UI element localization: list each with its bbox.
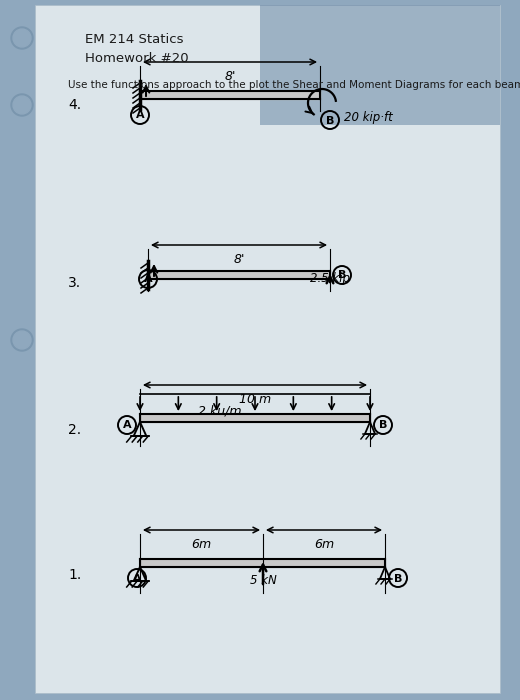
FancyBboxPatch shape	[35, 5, 500, 693]
Circle shape	[13, 29, 31, 47]
Text: 6m: 6m	[314, 538, 334, 551]
Circle shape	[11, 27, 33, 49]
Text: A: A	[144, 274, 152, 284]
Text: B: B	[379, 421, 387, 430]
Text: 8': 8'	[233, 253, 245, 266]
Circle shape	[11, 329, 33, 351]
Text: B: B	[326, 116, 334, 125]
Text: 10 m: 10 m	[239, 393, 271, 406]
Text: A: A	[133, 573, 141, 584]
Text: 6m: 6m	[191, 538, 212, 551]
Text: Homework #20: Homework #20	[85, 52, 189, 65]
Text: 3.: 3.	[68, 276, 81, 290]
Circle shape	[13, 331, 31, 349]
Text: 2 ku/m: 2 ku/m	[198, 405, 242, 418]
Text: B: B	[338, 270, 346, 281]
Text: 1.: 1.	[68, 568, 81, 582]
Text: 20 kip·ft: 20 kip·ft	[344, 111, 393, 125]
Text: 2.: 2.	[68, 423, 81, 437]
Text: 8': 8'	[224, 70, 236, 83]
Text: 4.: 4.	[68, 98, 81, 112]
Text: 2.5 kip: 2.5 kip	[310, 272, 350, 285]
Text: A: A	[136, 111, 145, 120]
Text: B: B	[394, 573, 402, 584]
Text: A: A	[123, 421, 132, 430]
FancyBboxPatch shape	[260, 5, 500, 125]
Text: 5 kN: 5 kN	[250, 574, 276, 587]
Circle shape	[11, 94, 33, 116]
Text: EM 214 Statics: EM 214 Statics	[85, 33, 184, 46]
Text: Use the functions approach to the plot the Shear and Moment Diagrams for each be: Use the functions approach to the plot t…	[68, 80, 520, 90]
Circle shape	[13, 96, 31, 114]
